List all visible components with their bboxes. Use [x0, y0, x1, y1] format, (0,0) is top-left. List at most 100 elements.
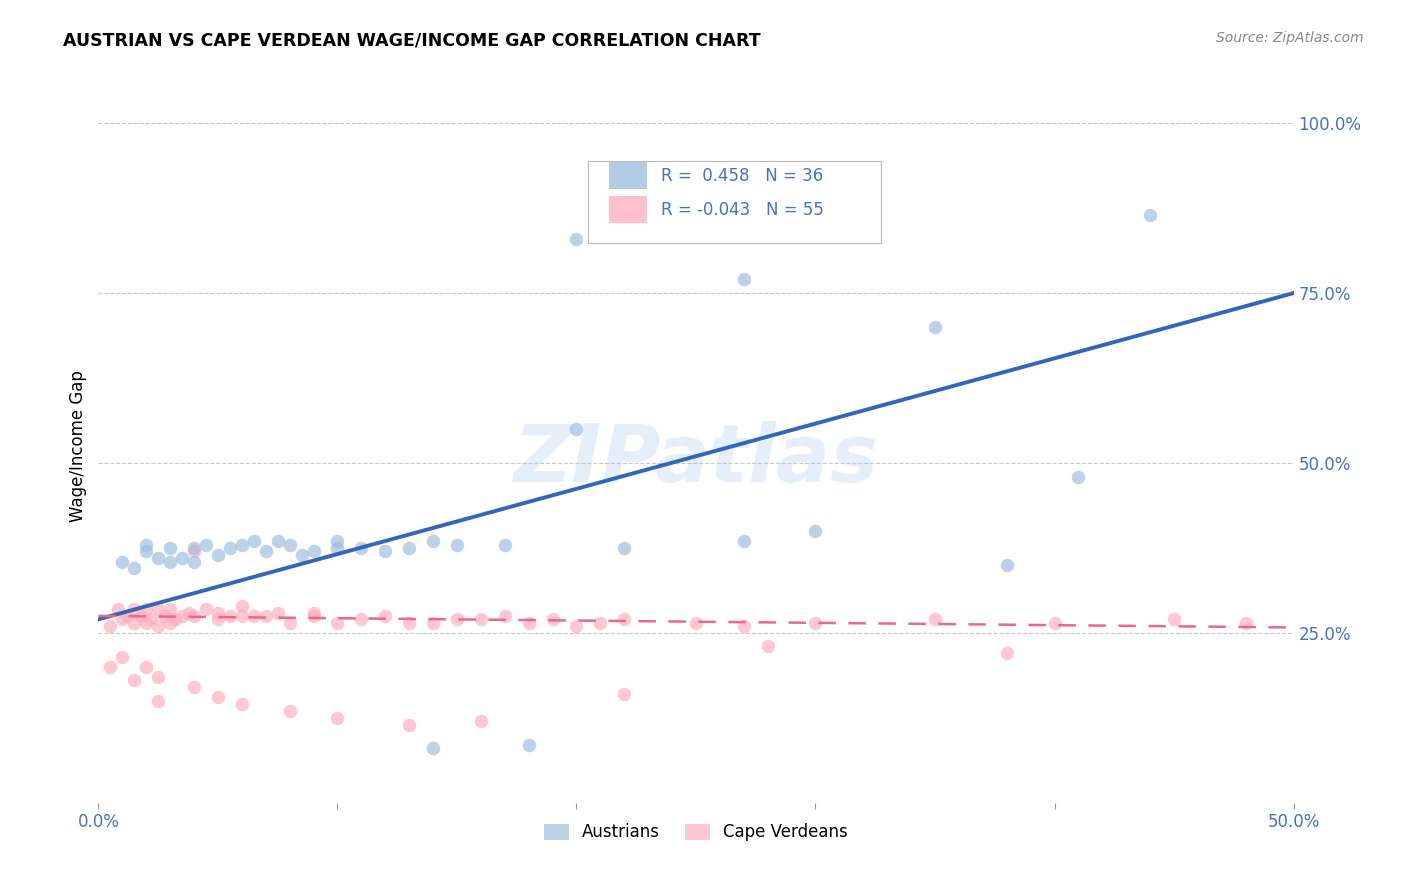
FancyBboxPatch shape — [589, 161, 882, 243]
Point — [131, 608, 153, 623]
Point — [115, 608, 138, 623]
Point — [98, 619, 122, 633]
Point — [207, 548, 229, 562]
Point — [398, 541, 420, 555]
Point — [302, 544, 325, 558]
Point — [565, 422, 588, 436]
Point — [326, 711, 349, 725]
Point — [302, 606, 325, 620]
Point — [613, 612, 636, 626]
Point — [804, 524, 827, 538]
Point — [124, 673, 146, 688]
Point — [613, 541, 636, 555]
Point — [267, 606, 290, 620]
Point — [565, 232, 588, 246]
Point — [733, 534, 755, 549]
Point — [254, 608, 277, 623]
Text: R = -0.043   N = 55: R = -0.043 N = 55 — [661, 201, 824, 219]
Point — [159, 555, 181, 569]
Point — [398, 615, 420, 630]
Point — [267, 534, 290, 549]
Point — [326, 534, 349, 549]
Y-axis label: Wage/Income Gap: Wage/Income Gap — [69, 370, 87, 522]
Point — [183, 541, 205, 555]
FancyBboxPatch shape — [609, 196, 647, 223]
Point — [207, 690, 229, 705]
Point — [219, 541, 242, 555]
Point — [1067, 469, 1090, 483]
Point — [107, 602, 129, 616]
Point — [98, 660, 122, 674]
Point — [195, 602, 218, 616]
Text: AUSTRIAN VS CAPE VERDEAN WAGE/INCOME GAP CORRELATION CHART: AUSTRIAN VS CAPE VERDEAN WAGE/INCOME GAP… — [63, 31, 761, 49]
Point — [159, 541, 181, 555]
Point — [111, 649, 134, 664]
Point — [207, 606, 229, 620]
Point — [278, 704, 301, 718]
Point — [124, 602, 146, 616]
Point — [159, 615, 181, 630]
Point — [291, 548, 314, 562]
Point — [135, 660, 157, 674]
Point — [446, 612, 468, 626]
Point — [148, 619, 170, 633]
Point — [422, 615, 444, 630]
Point — [155, 608, 177, 623]
Point — [183, 544, 205, 558]
FancyBboxPatch shape — [609, 162, 647, 189]
Point — [183, 555, 205, 569]
Point — [995, 646, 1018, 660]
Point — [350, 612, 373, 626]
Text: ZIPatlas: ZIPatlas — [513, 421, 879, 500]
Point — [565, 619, 588, 633]
Point — [124, 615, 146, 630]
Point — [422, 741, 444, 756]
Point — [446, 537, 468, 551]
Point — [422, 534, 444, 549]
Point — [470, 612, 492, 626]
Point — [470, 714, 492, 729]
Point — [231, 608, 253, 623]
Point — [995, 558, 1018, 572]
Point — [135, 602, 157, 616]
Point — [254, 544, 277, 558]
Point — [231, 599, 253, 613]
Point — [374, 608, 396, 623]
Point — [1139, 208, 1161, 222]
Point — [111, 612, 134, 626]
Point — [207, 612, 229, 626]
Point — [1234, 615, 1257, 630]
Point — [924, 612, 946, 626]
Point — [148, 670, 170, 684]
Point — [148, 551, 170, 566]
Legend: Austrians, Cape Verdeans: Austrians, Cape Verdeans — [537, 817, 855, 848]
Point — [172, 551, 194, 566]
Point — [183, 680, 205, 694]
Point — [148, 694, 170, 708]
Point — [374, 544, 396, 558]
Point — [231, 537, 253, 551]
Point — [494, 537, 516, 551]
Point — [139, 612, 162, 626]
Point — [135, 615, 157, 630]
Point — [733, 619, 755, 633]
Point — [231, 698, 253, 712]
Point — [278, 537, 301, 551]
Point — [398, 717, 420, 731]
Point — [613, 687, 636, 701]
Point — [148, 602, 170, 616]
Point — [159, 602, 181, 616]
Point — [1043, 615, 1066, 630]
Point — [1163, 612, 1185, 626]
Text: R =  0.458   N = 36: R = 0.458 N = 36 — [661, 167, 824, 185]
Point — [243, 534, 266, 549]
Point — [350, 541, 373, 555]
Point — [326, 541, 349, 555]
Point — [124, 561, 146, 575]
Point — [219, 608, 242, 623]
Point — [183, 608, 205, 623]
Point — [589, 615, 612, 630]
Point — [135, 537, 157, 551]
Point — [163, 612, 186, 626]
Point — [804, 615, 827, 630]
